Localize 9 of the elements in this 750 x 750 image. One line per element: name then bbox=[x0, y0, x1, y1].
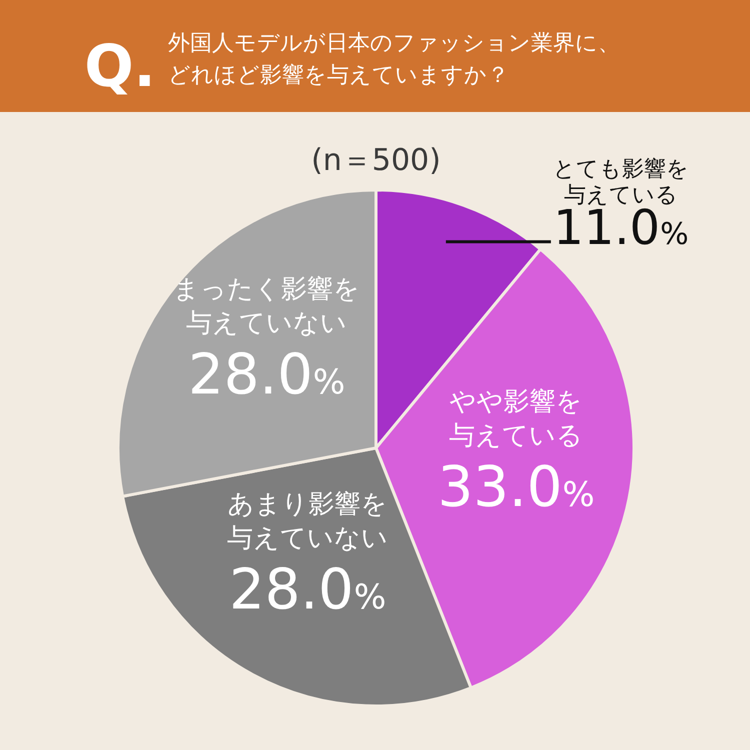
data-label: 28.0% bbox=[229, 557, 386, 622]
chart-title: 外国人モデルが日本のファッション業界に、どれほど影響を与えていますか？ bbox=[168, 31, 620, 88]
chart-subtitle: (n＝500) bbox=[311, 143, 441, 178]
text: Q. bbox=[84, 32, 156, 100]
slice-label: やや影響を与えている bbox=[449, 387, 584, 452]
data-label: 33.0% bbox=[438, 455, 595, 520]
slice-label: あまり影響を与えていない bbox=[227, 489, 388, 554]
data-label: 28.0% bbox=[188, 342, 346, 408]
slice-label: まったく影響を与えていない bbox=[173, 274, 360, 339]
